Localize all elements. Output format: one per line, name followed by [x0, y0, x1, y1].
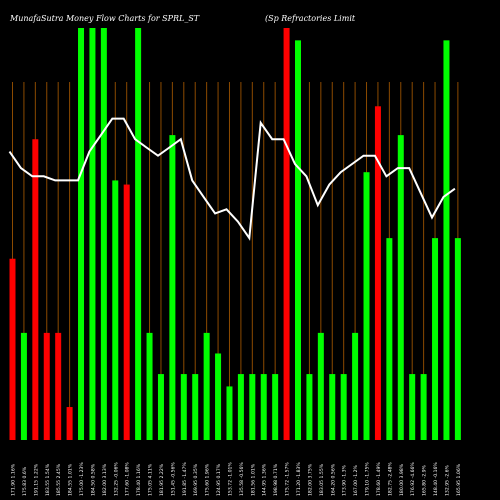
- bar-up: [420, 374, 427, 440]
- bar-up: [432, 238, 439, 440]
- x-tick-label: 132.95 -2.6%: [445, 465, 451, 496]
- x-tick-label: 135.58 -0.56%: [239, 462, 245, 496]
- bar-up: [443, 40, 450, 441]
- bar-up: [386, 238, 393, 440]
- bar-up: [340, 374, 347, 440]
- bar-up: [192, 374, 199, 440]
- bar-up: [169, 135, 176, 440]
- bar-up: [454, 238, 461, 440]
- bar-down: [123, 184, 130, 440]
- x-tick-label: 151.45 -0.56%: [170, 462, 176, 496]
- x-tick-label: 183.55 1.54%: [45, 463, 51, 496]
- x-tick-label: 178.40 1.16%: [136, 463, 142, 496]
- bar-down: [55, 332, 62, 440]
- x-tick-label: 132.25 -0.06%: [113, 462, 119, 496]
- bar-down: [66, 407, 73, 440]
- bar-up: [272, 374, 279, 440]
- x-tick-label: 148.40 -0.16%: [433, 462, 439, 496]
- x-tick-label: 175.60 1.96%: [205, 463, 211, 496]
- bar-up: [249, 374, 256, 440]
- x-tick-label: 191.15 1.22%: [33, 463, 39, 496]
- x-tick-label: 183.05 1.55%: [319, 463, 325, 496]
- bar-up: [260, 374, 267, 440]
- x-tick-label: 185.55 2.45%: [56, 463, 62, 496]
- x-tick-label: 177.60 -1.08%: [125, 462, 131, 496]
- x-tick-label: 175.05 4.11%: [148, 463, 154, 496]
- bar-up: [306, 374, 313, 440]
- x-tick-label: 124.95 0.17%: [216, 463, 222, 496]
- bar-up: [180, 374, 187, 440]
- x-tick-label: 181.95 2.22%: [159, 463, 165, 496]
- bar-down: [43, 332, 50, 440]
- x-tick-label: 165.95 1.06%: [456, 463, 462, 496]
- x-tick-label: 182.00 3.13%: [102, 463, 108, 496]
- bar-up: [352, 332, 359, 440]
- x-tick-label: 181.56 1.01%: [250, 463, 256, 496]
- x-tick-label: 191.85 -1.47%: [182, 462, 188, 496]
- x-tick-label: 175.00 -1.23%: [79, 462, 85, 496]
- x-tick-label: 176.92 -4.66%: [410, 462, 416, 496]
- x-tick-label: 180.00 3.98%: [399, 463, 405, 496]
- x-tick-label: 175.72 -1.57%: [285, 462, 291, 496]
- bar-up: [112, 180, 119, 440]
- bar-up: [89, 28, 96, 440]
- x-tick-label: 171.90 1.16%: [11, 463, 17, 496]
- bar-up: [203, 332, 210, 440]
- bar-up: [20, 332, 27, 440]
- bar-up: [295, 40, 301, 441]
- price-line: [8, 117, 456, 241]
- bar-up: [363, 172, 370, 440]
- bar-up: [100, 28, 107, 440]
- bar-up: [329, 374, 336, 440]
- x-tick-label: 178.60 -1.49%: [376, 462, 382, 496]
- bar-up: [215, 353, 222, 440]
- bar-down: [374, 106, 381, 440]
- bar-down: [9, 258, 16, 440]
- bar-up: [237, 374, 244, 440]
- x-tick-label: 175.83 0.6%: [22, 466, 28, 496]
- bar-up: [397, 135, 404, 440]
- bar-up: [146, 332, 153, 440]
- x-tick-label: 173.90 -1.3%: [342, 465, 348, 496]
- x-tick-label: 184.50 0.58%: [90, 463, 96, 496]
- x-tick-label: 144.95 1.36%: [262, 463, 268, 496]
- bar-up: [157, 374, 164, 440]
- x-tick-label: 198.98 0.71%: [273, 463, 279, 496]
- x-tick-label: 153.72 -1.01%: [228, 462, 234, 496]
- bar-up: [78, 28, 85, 440]
- x-tick-label: 164.20 0.56%: [330, 463, 336, 496]
- chart-title: MunafaSutra Money Flow Charts for SPRL_S…: [10, 14, 200, 23]
- bar-down: [283, 28, 290, 440]
- bar-down: [32, 139, 39, 441]
- x-tick-label: 179.10 -1.75%: [365, 462, 371, 496]
- x-tick-label: 182.75 -2.48%: [387, 462, 393, 496]
- x-tick-label: 171.20 -1.83%: [296, 462, 302, 496]
- x-tick-label: 167.00 -1.2%: [353, 465, 359, 496]
- x-tick-label: 184.55 1.01%: [68, 463, 74, 496]
- bar-up: [317, 332, 324, 440]
- x-tick-label: 165.80 -2.9%: [422, 465, 428, 496]
- x-tick-label: 182.00 3.75%: [307, 463, 313, 496]
- bar-up: [135, 28, 142, 440]
- x-tick-label: 169.95 0.35%: [193, 463, 199, 496]
- bar-up: [409, 374, 416, 440]
- bar-up: [226, 386, 233, 440]
- chart-company-name: (Sp Refractories Limit: [265, 14, 356, 23]
